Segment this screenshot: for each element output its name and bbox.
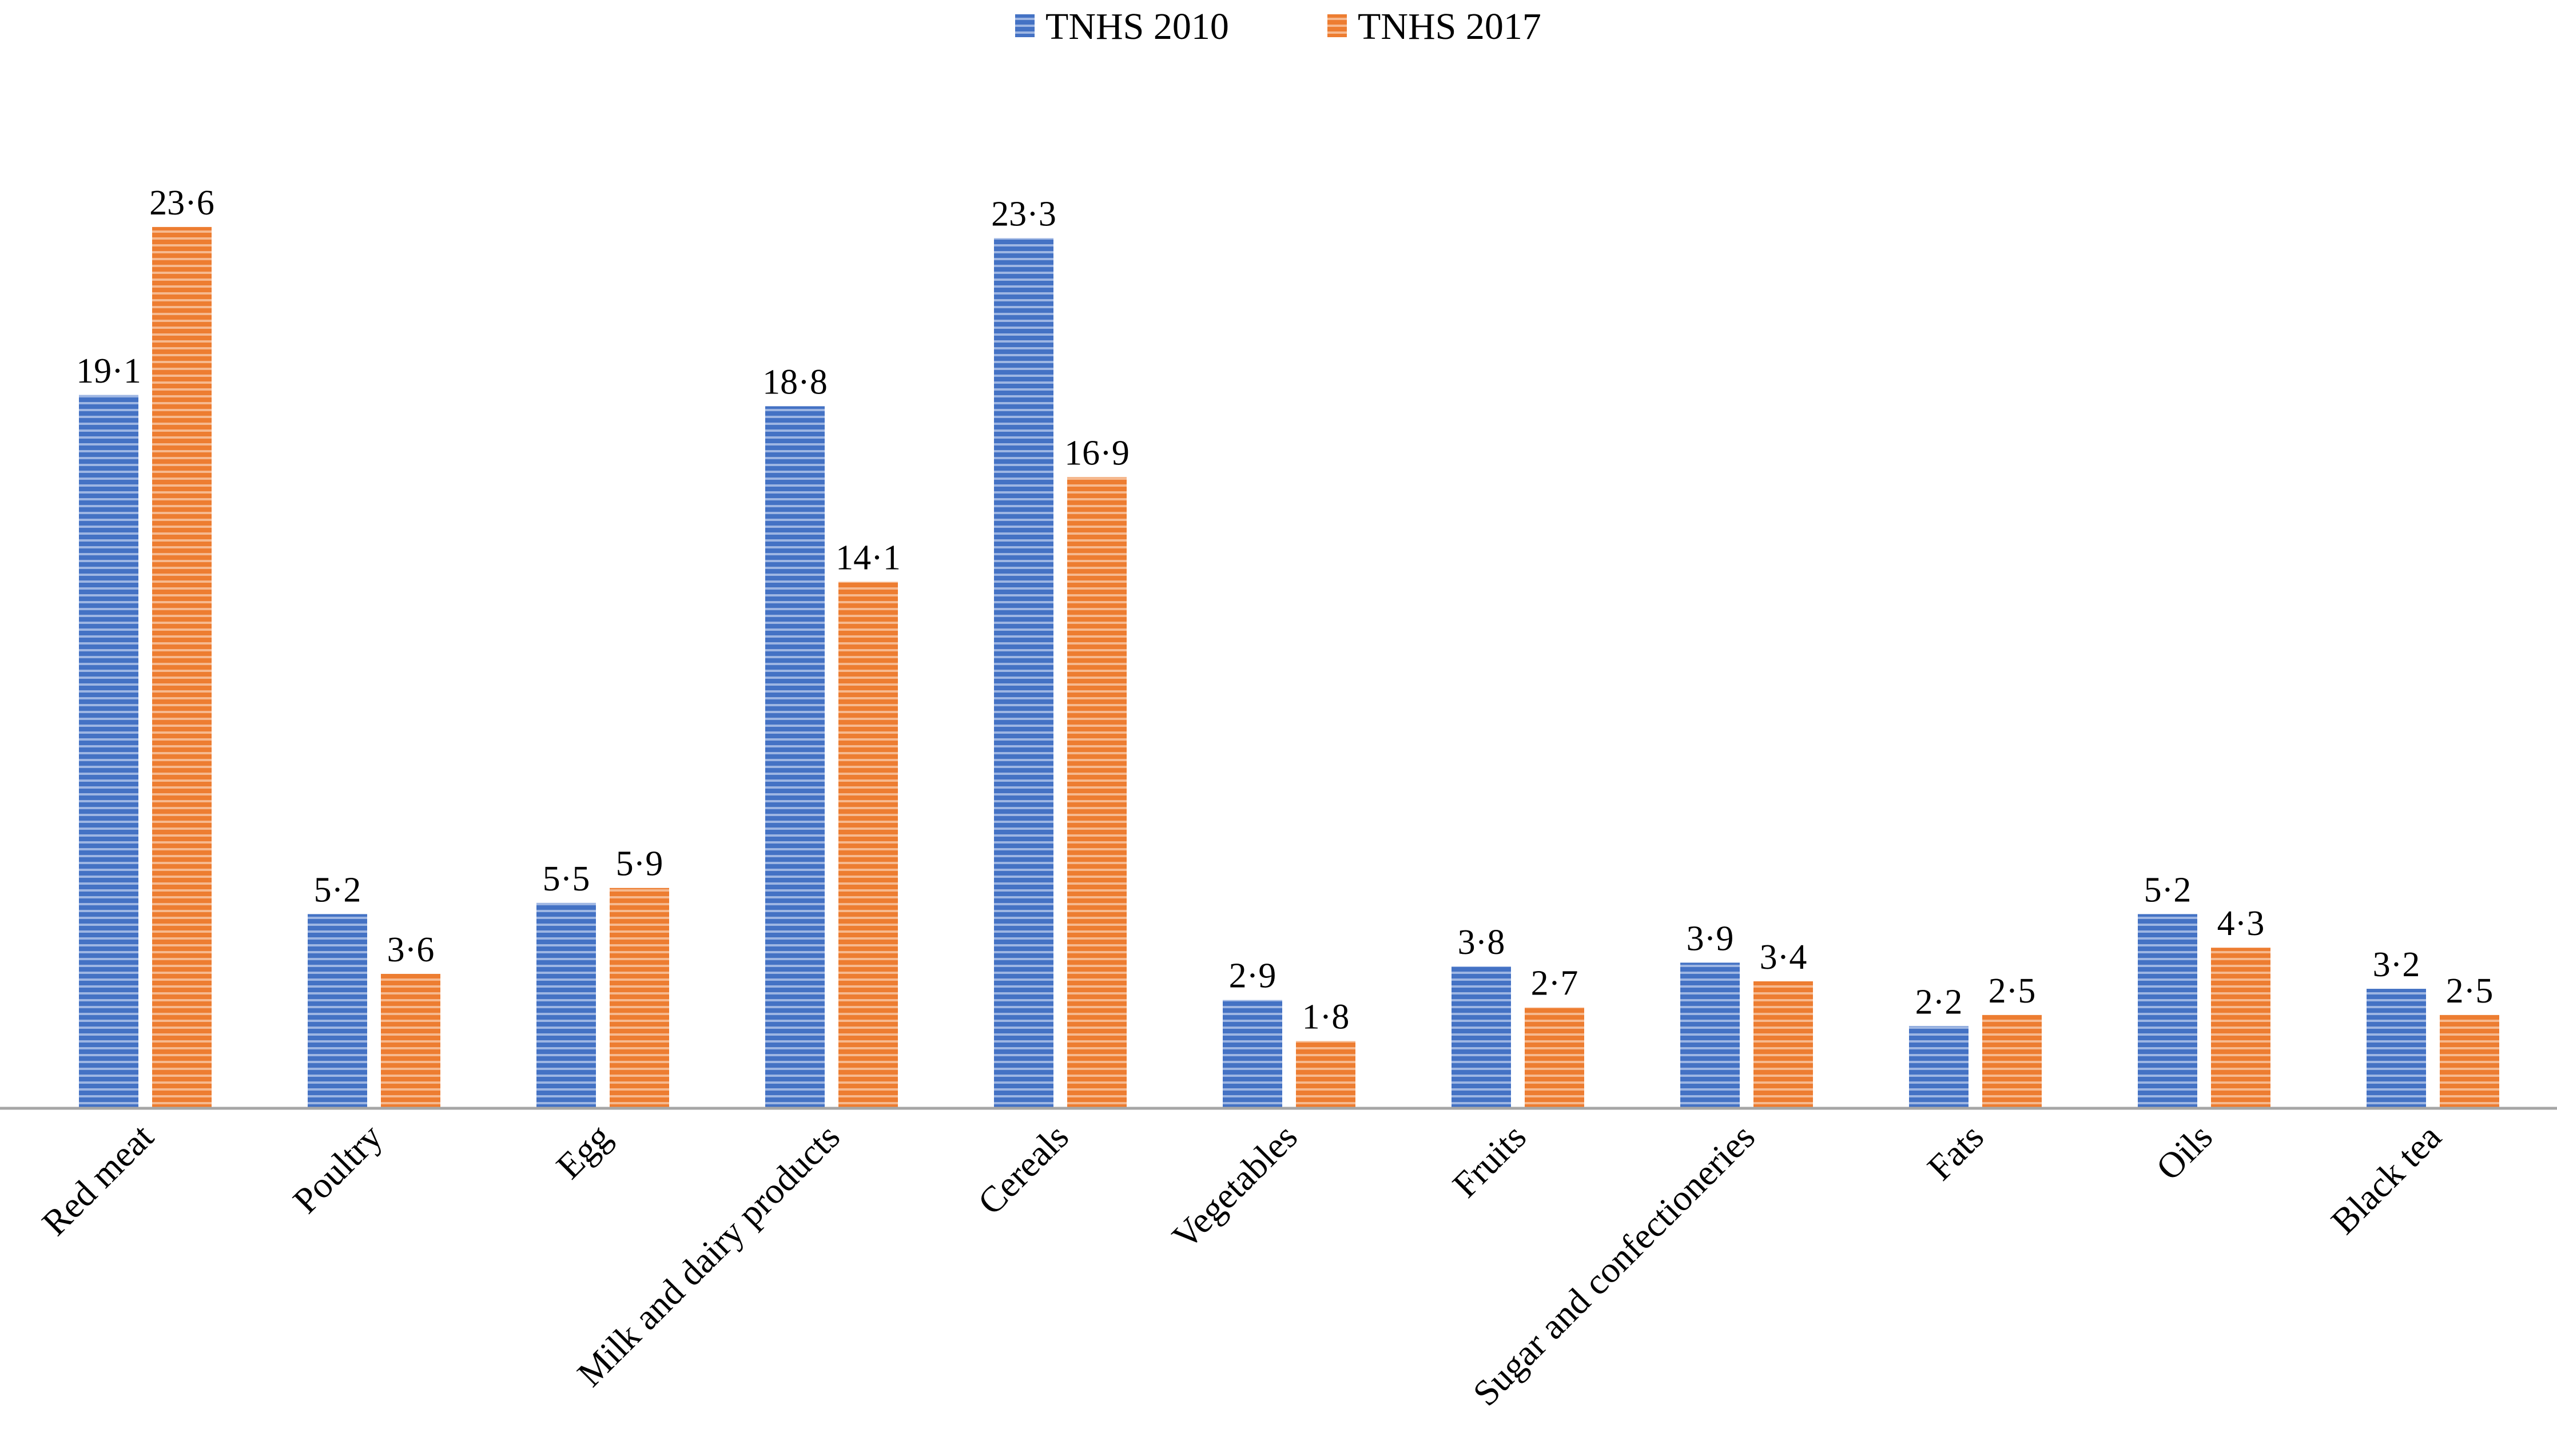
- bar-series-0-cat-2: [536, 902, 596, 1108]
- bar-series-1-cat-2: [610, 888, 669, 1108]
- bar-series-1-cat-1: [381, 973, 440, 1108]
- bar-series-0-cat-1: [308, 914, 367, 1108]
- data-label-series-1-cat-4: 16·9: [1064, 433, 1130, 472]
- category-label-4: Cereals: [970, 1116, 1076, 1223]
- bar-series-1-cat-5: [1296, 1041, 1355, 1108]
- category-label-8: Fats: [1919, 1116, 1991, 1188]
- data-label-series-1-cat-8: 2·5: [1989, 972, 2036, 1011]
- bar-series-1-cat-9: [2211, 948, 2270, 1108]
- data-label-series-0-cat-6: 3·8: [1458, 923, 1505, 962]
- data-label-series-1-cat-3: 14·1: [836, 538, 901, 577]
- data-label-series-1-cat-10: 2·5: [2446, 972, 2494, 1011]
- category-label-1: Poultry: [285, 1116, 389, 1221]
- data-label-series-0-cat-4: 23·3: [991, 195, 1056, 234]
- bar-series-1-cat-4: [1067, 477, 1127, 1109]
- bar-series-1-cat-7: [1753, 981, 1813, 1108]
- legend-label-series-0: TNHS 2010: [1045, 6, 1229, 47]
- bar-series-1-cat-8: [1982, 1015, 2042, 1108]
- legend-item-series-0: TNHS 2010: [1015, 6, 1229, 47]
- value-labels-group: 19·1 23·6 5·2 3·6 5·5 5·9 18·8 14·1 23·3 16·9 2·9 1…: [76, 184, 2493, 1037]
- data-label-series-1-cat-2: 5·9: [616, 845, 663, 884]
- data-label-series-1-cat-1: 3·6: [387, 930, 435, 969]
- bar-series-1-cat-10: [2440, 1015, 2499, 1108]
- bar-series-1-cat-6: [1525, 1007, 1584, 1108]
- data-label-series-0-cat-8: 2·2: [1915, 982, 1963, 1021]
- category-label-10: Black tea: [2323, 1116, 2449, 1242]
- bar-series-0-cat-7: [1680, 962, 1740, 1108]
- category-label-2: Egg: [548, 1116, 619, 1187]
- data-label-series-1-cat-5: 1·8: [1302, 997, 1350, 1036]
- data-label-series-0-cat-3: 18·8: [762, 363, 828, 401]
- bar-series-0-cat-6: [1452, 966, 1511, 1108]
- bar-series-0-cat-10: [2367, 989, 2426, 1108]
- category-label-6: Fruits: [1445, 1116, 1534, 1206]
- bar-series-0-cat-0: [79, 395, 138, 1108]
- data-label-series-0-cat-10: 3·2: [2373, 945, 2420, 984]
- bar-series-0-cat-3: [765, 406, 825, 1108]
- data-label-series-0-cat-7: 3·9: [1687, 919, 1734, 958]
- data-label-series-0-cat-1: 5·2: [314, 870, 361, 909]
- data-label-series-0-cat-5: 2·9: [1229, 957, 1276, 996]
- bar-series-1-cat-3: [838, 582, 898, 1108]
- bar-series-0-cat-5: [1223, 1000, 1282, 1108]
- data-label-series-1-cat-6: 2·7: [1531, 964, 1578, 1003]
- legend-swatch-series-1: [1327, 14, 1347, 37]
- bar-series-0-cat-8: [1909, 1026, 1969, 1108]
- legend-item-series-1: TNHS 2017: [1327, 6, 1541, 47]
- data-label-series-1-cat-0: 23·6: [149, 184, 214, 222]
- category-label-3: Milk and dairy products: [570, 1116, 848, 1394]
- category-label-5: Vegetables: [1164, 1116, 1305, 1257]
- legend-swatch-series-0: [1015, 14, 1035, 37]
- category-label-9: Oils: [2148, 1116, 2220, 1188]
- data-label-series-0-cat-2: 5·5: [543, 860, 590, 898]
- bar-series-0-cat-9: [2138, 914, 2197, 1108]
- bars-group: [79, 226, 2499, 1109]
- bar-series-0-cat-4: [994, 238, 1053, 1108]
- category-label-0: Red meat: [34, 1116, 162, 1244]
- legend: TNHS 2010 TNHS 2017: [1015, 6, 1541, 47]
- data-label-series-0-cat-0: 19·1: [76, 352, 141, 391]
- data-label-series-1-cat-9: 4·3: [2217, 904, 2265, 943]
- bar-series-1-cat-0: [152, 226, 212, 1108]
- data-label-series-1-cat-7: 3·4: [1760, 938, 1807, 977]
- legend-label-series-1: TNHS 2017: [1358, 6, 1541, 47]
- data-label-series-0-cat-9: 5·2: [2144, 870, 2192, 909]
